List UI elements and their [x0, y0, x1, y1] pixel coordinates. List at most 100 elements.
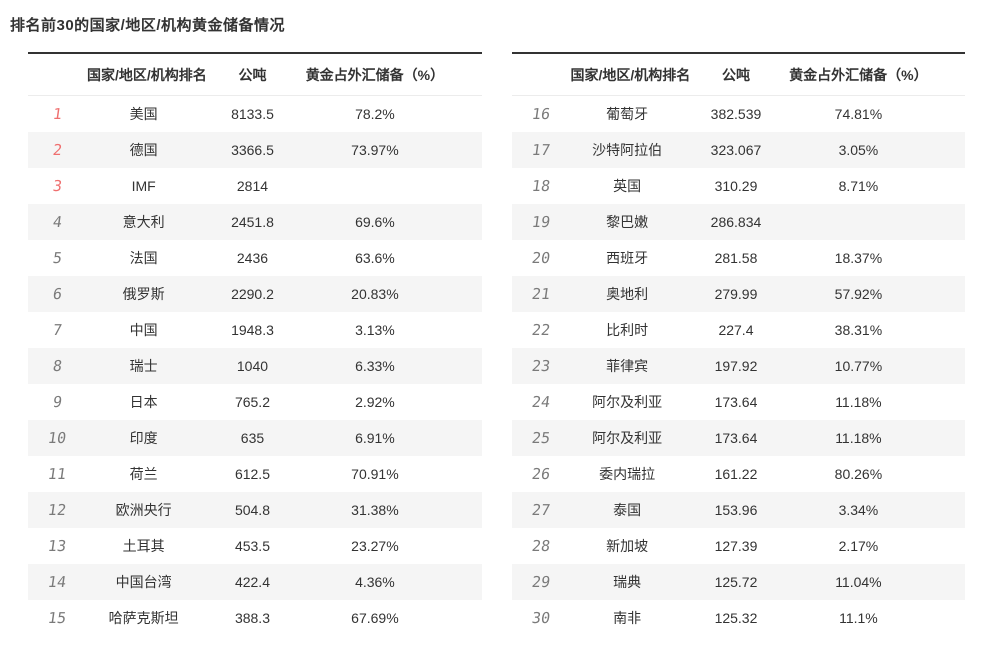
tonnes-cell: 388.3 [234, 610, 270, 626]
rank-number: 1 [51, 105, 64, 123]
country-cell: 沙特阿拉伯 [592, 142, 663, 158]
country-cell: 奥地利 [606, 286, 649, 302]
rank-cell: 2 [28, 132, 87, 168]
spacer-cell [929, 564, 965, 600]
table-row: 8 瑞士 1040 6.33% [28, 348, 482, 384]
pct-cell: 69.6% [355, 214, 395, 230]
rank-cell: 8 [28, 348, 87, 384]
spacer-cell [929, 240, 965, 276]
table-row: 14 中国台湾 422.4 4.36% [28, 564, 482, 600]
rank-number: 7 [51, 321, 64, 339]
rank-number: 29 [530, 573, 552, 591]
country-cell: 比利时 [606, 322, 649, 338]
pct-cell: 38.31% [834, 322, 883, 338]
rank-number: 23 [530, 357, 552, 375]
column-header-tonnes: 公吨 [200, 53, 305, 96]
rank-cell: 18 [512, 168, 571, 204]
country-cell: 荷兰 [129, 466, 158, 482]
pct-cell: 20.83% [351, 286, 399, 302]
rank-number: 20 [530, 249, 552, 267]
rank-number: 27 [530, 501, 552, 519]
country-cell: 委内瑞拉 [599, 466, 656, 482]
tonnes-cell: 382.539 [710, 106, 762, 122]
spacer-cell [929, 312, 965, 348]
country-cell: 中国台湾 [115, 574, 172, 590]
tonnes-cell: 153.96 [714, 502, 758, 518]
table-row: 3 IMF 2814 [28, 168, 482, 204]
tonnes-cell: 125.32 [714, 610, 758, 626]
country-cell: IMF [131, 178, 156, 194]
rank-number: 19 [530, 213, 552, 231]
country-cell: 菲律宾 [606, 358, 649, 374]
pct-cell: 78.2% [355, 106, 395, 122]
spacer-cell [445, 348, 481, 384]
gold-table-right-box: 国家/地区/机构排名 公吨 黄金占外汇储备（%） 16 葡萄牙 382.539 … [511, 52, 965, 636]
pct-cell: 63.6% [355, 250, 395, 266]
tonnes-cell: 635 [240, 430, 265, 446]
spacer-cell [445, 96, 481, 133]
pct-cell: 70.91% [351, 466, 399, 482]
rank-cell: 7 [28, 312, 87, 348]
tonnes-cell: 422.4 [234, 574, 270, 590]
country-cell: 德国 [129, 142, 158, 158]
spacer-cell [929, 276, 965, 312]
country-cell: 俄罗斯 [122, 286, 165, 302]
spacer-cell [929, 384, 965, 420]
rank-number: 10 [47, 429, 68, 447]
page-title: 排名前30的国家/地区/机构黄金储备情况 [10, 17, 286, 34]
header-spacer [928, 53, 965, 96]
spacer-cell [929, 456, 965, 492]
rank-number: 4 [51, 213, 64, 231]
pct-cell: 74.81% [834, 106, 883, 122]
tonnes-cell: 612.5 [234, 466, 270, 482]
rank-cell: 14 [28, 564, 87, 600]
country-cell: 中国 [129, 322, 158, 338]
country-cell: 新加坡 [606, 538, 649, 554]
rank-number: 18 [530, 177, 552, 195]
table-row: 6 俄罗斯 2290.2 20.83% [28, 276, 482, 312]
header-rank-placeholder [511, 53, 571, 96]
spacer-cell [929, 204, 965, 240]
tonnes-cell: 8133.5 [231, 106, 274, 122]
country-cell: 阿尔及利亚 [592, 394, 663, 410]
rank-cell: 17 [512, 132, 571, 168]
pct-cell: 2.17% [838, 538, 879, 554]
country-cell: 土耳其 [122, 538, 165, 554]
column-header-name: 国家/地区/机构排名 [86, 53, 207, 96]
pct-cell: 23.27% [351, 538, 399, 554]
spacer-cell [445, 132, 481, 168]
spacer-cell [929, 348, 965, 384]
table-row: 1 美国 8133.5 78.2% [28, 95, 482, 133]
rank-cell: 1 [28, 96, 87, 133]
spacer-cell [929, 600, 965, 636]
rank-number: 14 [47, 573, 68, 591]
rank-number: 24 [530, 393, 552, 411]
table-row: 18 英国 310.29 8.71% [511, 168, 965, 204]
country-cell: 泰国 [613, 502, 642, 518]
spacer-cell [929, 492, 965, 528]
rank-cell: 19 [512, 204, 571, 240]
spacer-cell [929, 528, 965, 564]
country-cell: 日本 [129, 394, 158, 410]
tonnes-cell: 161.22 [714, 466, 758, 482]
pct-cell: 18.37% [834, 250, 883, 266]
country-cell: 南非 [613, 610, 642, 626]
table-row: 2 德国 3366.5 73.97% [28, 132, 482, 168]
table-row: 30 南非 125.32 11.1% [511, 600, 965, 636]
spacer-cell [929, 168, 965, 204]
pct-cell: 6.91% [355, 430, 395, 446]
pct-cell: 11.18% [835, 430, 882, 446]
header-spacer [445, 53, 482, 96]
pct-cell: 3.05% [838, 142, 879, 158]
rank-cell: 16 [512, 96, 571, 133]
tonnes-cell: 125.72 [714, 574, 758, 590]
rank-cell: 24 [512, 384, 571, 420]
country-cell: 英国 [613, 178, 642, 194]
table-row: 17 沙特阿拉伯 323.067 3.05% [511, 132, 965, 168]
pct-cell: 31.38% [351, 502, 399, 518]
spacer-cell [445, 168, 481, 204]
tonnes-cell: 173.64 [714, 430, 758, 446]
tonnes-cell: 2290.2 [231, 286, 274, 302]
gold-reserves-table-right: 国家/地区/机构排名 公吨 黄金占外汇储备（%） 16 葡萄牙 382.539 … [511, 52, 965, 636]
country-cell: 阿尔及利亚 [592, 430, 663, 446]
